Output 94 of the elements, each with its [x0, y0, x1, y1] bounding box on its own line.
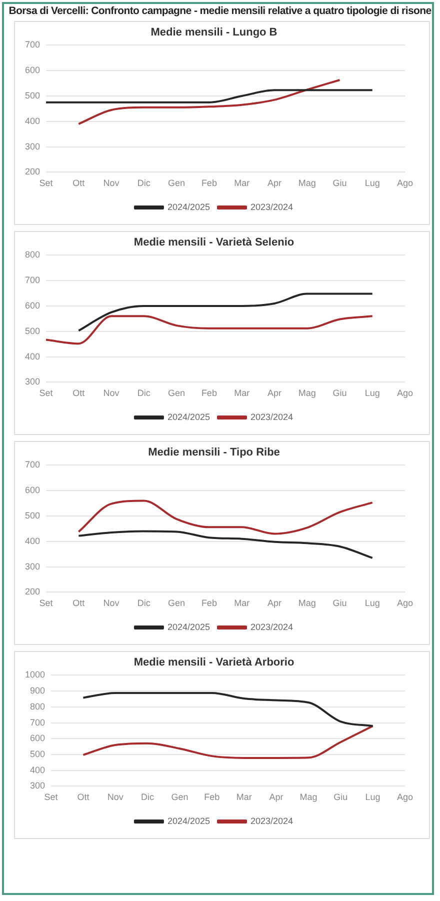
- legend-label: 2023/2024: [250, 816, 294, 826]
- x-tick-label: Feb: [201, 598, 217, 608]
- y-tick-label: 400: [24, 116, 40, 126]
- line-series: [78, 500, 374, 535]
- x-tick-label: Set: [39, 388, 54, 398]
- x-tick-label: Ott: [72, 598, 86, 608]
- x-tick-label: Feb: [204, 792, 220, 802]
- y-tick-label: 400: [24, 351, 40, 362]
- x-tick-label: Ago: [396, 178, 413, 188]
- x-tick-label: Nov: [103, 388, 120, 398]
- x-tick-label: Set: [39, 598, 54, 608]
- x-tick-label: Ott: [72, 178, 86, 188]
- y-tick-label: 500: [24, 326, 40, 336]
- y-tick-label: 900: [30, 686, 46, 696]
- x-tick-label: Lug: [364, 388, 380, 398]
- x-tick-label: Lug: [364, 598, 380, 608]
- x-tick-label: Set: [39, 178, 54, 188]
- y-tick-label: 700: [30, 717, 46, 728]
- x-tick-label: Gen: [168, 178, 186, 188]
- x-tick-label: Dic: [137, 598, 151, 608]
- x-tick-label: Dic: [137, 388, 151, 398]
- line-series: [82, 692, 374, 727]
- x-tick-label: Ago: [396, 792, 413, 802]
- x-tick-label: Mar: [236, 792, 252, 802]
- x-tick-label: Gen: [171, 792, 188, 802]
- x-tick-label: Set: [44, 792, 58, 802]
- x-tick-label: Ago: [396, 388, 413, 398]
- legend-label: 2024/2025: [167, 412, 210, 422]
- legend-label: 2024/2025: [167, 202, 210, 212]
- y-tick-label: 500: [24, 510, 40, 520]
- y-tick-label: 600: [24, 65, 40, 76]
- y-tick-label: 300: [24, 561, 40, 572]
- x-tick-label: Gen: [168, 598, 186, 608]
- x-tick-label: Mag: [300, 792, 318, 802]
- legend-label: 2024/2025: [167, 816, 210, 826]
- x-tick-label: Ago: [396, 598, 413, 608]
- legend-label: 2024/2025: [167, 622, 210, 632]
- line-series: [45, 315, 374, 345]
- y-tick-label: 600: [24, 485, 40, 496]
- x-tick-label: Feb: [201, 388, 217, 398]
- y-tick-label: 500: [24, 90, 40, 100]
- y-tick-label: 400: [30, 764, 46, 775]
- x-tick-label: Apr: [267, 388, 282, 398]
- y-tick-label: 400: [24, 536, 40, 546]
- x-tick-label: Mag: [298, 388, 316, 398]
- x-tick-label: Dic: [137, 178, 151, 188]
- y-tick-label: 200: [24, 166, 40, 177]
- legend-label: 2023/2024: [250, 202, 294, 212]
- y-tick-label: 200: [24, 586, 40, 597]
- line-series: [78, 79, 341, 125]
- x-tick-label: Mag: [298, 598, 316, 608]
- y-tick-label: 800: [30, 701, 46, 712]
- x-tick-label: Giu: [332, 178, 347, 188]
- x-tick-label: Dic: [141, 792, 155, 802]
- x-tick-label: Lug: [364, 178, 380, 188]
- y-tick-label: 300: [30, 780, 46, 791]
- x-tick-label: Giu: [334, 792, 348, 802]
- y-tick-label: 1000: [24, 670, 46, 680]
- x-tick-label: Apr: [267, 178, 282, 188]
- x-tick-label: Apr: [267, 598, 282, 608]
- x-tick-label: Feb: [201, 178, 217, 188]
- x-tick-label: Apr: [269, 792, 284, 802]
- y-tick-label: 600: [24, 300, 40, 310]
- x-tick-label: Nov: [107, 792, 124, 802]
- y-tick-label: 700: [24, 40, 40, 50]
- x-tick-label: Giu: [332, 598, 347, 608]
- y-tick-label: 300: [24, 376, 40, 387]
- x-tick-label: Giu: [332, 388, 347, 398]
- chart-title: Medie mensili - Varietà Arborio: [134, 656, 294, 669]
- x-tick-label: Mar: [234, 598, 250, 608]
- chart-title: Borsa di Vercelli: Confronto campagne - medie mensili relative a quatro tipologie di risone: [8, 5, 432, 17]
- y-tick-label: 500: [30, 748, 46, 759]
- y-tick-label: 700: [24, 460, 40, 470]
- line-series: [78, 530, 374, 559]
- line-series: [82, 724, 374, 759]
- x-tick-label: Gen: [168, 388, 186, 398]
- x-tick-label: Mar: [234, 388, 250, 398]
- x-tick-label: Mag: [298, 178, 316, 188]
- y-tick-label: 800: [24, 250, 40, 260]
- chart-subtitle: Medie mensili - Lungo B: [150, 26, 278, 39]
- legend-label: 2023/2024: [250, 622, 294, 632]
- y-tick-label: 300: [24, 141, 40, 152]
- y-tick-label: 600: [30, 733, 46, 744]
- legend-label: 2023/2024: [250, 412, 294, 422]
- line-series: [78, 292, 374, 332]
- x-tick-label: Mar: [234, 178, 250, 188]
- x-tick-label: Lug: [365, 792, 380, 802]
- chart-title: Medie mensili - Varietà Selenio: [134, 236, 294, 249]
- x-tick-label: Nov: [103, 598, 120, 608]
- y-tick-label: 700: [24, 275, 40, 286]
- x-tick-label: Ott: [72, 388, 86, 398]
- chart-title: Medie mensili - Tipo Ribe: [148, 446, 280, 459]
- x-tick-label: Ott: [77, 792, 90, 802]
- x-tick-label: Nov: [103, 178, 120, 188]
